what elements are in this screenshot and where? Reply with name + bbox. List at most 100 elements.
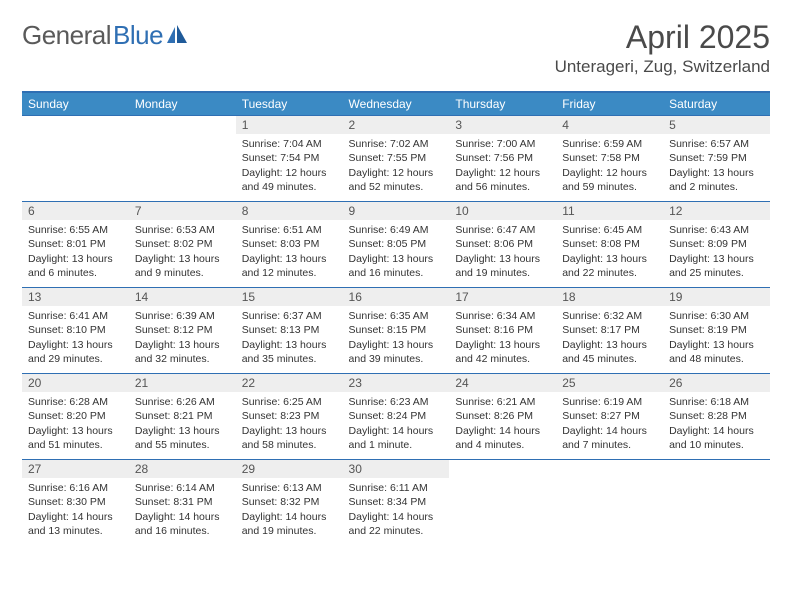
calendar-cell: 15Sunrise: 6:37 AMSunset: 8:13 PMDayligh…	[236, 287, 343, 373]
day-number: 12	[663, 202, 770, 220]
day-number: 17	[449, 288, 556, 306]
logo: GeneralBlue	[22, 20, 189, 51]
page-title: April 2025	[555, 20, 770, 55]
day-details: Sunrise: 7:02 AMSunset: 7:55 PMDaylight:…	[343, 134, 450, 198]
day-number: 27	[22, 460, 129, 478]
day-number: 16	[343, 288, 450, 306]
weekday-header: Wednesday	[343, 92, 450, 115]
location-subtitle: Unterageri, Zug, Switzerland	[555, 57, 770, 77]
calendar-cell: 7Sunrise: 6:53 AMSunset: 8:02 PMDaylight…	[129, 201, 236, 287]
calendar-cell: 11Sunrise: 6:45 AMSunset: 8:08 PMDayligh…	[556, 201, 663, 287]
calendar-cell: ..	[663, 459, 770, 545]
day-details: Sunrise: 6:13 AMSunset: 8:32 PMDaylight:…	[236, 478, 343, 542]
day-details: Sunrise: 6:32 AMSunset: 8:17 PMDaylight:…	[556, 306, 663, 370]
logo-word-1: General	[22, 20, 111, 51]
day-details: Sunrise: 6:34 AMSunset: 8:16 PMDaylight:…	[449, 306, 556, 370]
calendar-row: 27Sunrise: 6:16 AMSunset: 8:30 PMDayligh…	[22, 459, 770, 545]
day-number: 22	[236, 374, 343, 392]
calendar-cell: 28Sunrise: 6:14 AMSunset: 8:31 PMDayligh…	[129, 459, 236, 545]
day-number: 29	[236, 460, 343, 478]
day-number: 23	[343, 374, 450, 392]
day-number: 21	[129, 374, 236, 392]
calendar-cell: 10Sunrise: 6:47 AMSunset: 8:06 PMDayligh…	[449, 201, 556, 287]
calendar-cell: 25Sunrise: 6:19 AMSunset: 8:27 PMDayligh…	[556, 373, 663, 459]
calendar-row: 20Sunrise: 6:28 AMSunset: 8:20 PMDayligh…	[22, 373, 770, 459]
weekday-header-row: SundayMondayTuesdayWednesdayThursdayFrid…	[22, 92, 770, 115]
day-number: 26	[663, 374, 770, 392]
calendar-row: 13Sunrise: 6:41 AMSunset: 8:10 PMDayligh…	[22, 287, 770, 373]
day-number: 19	[663, 288, 770, 306]
calendar-cell: ..	[556, 459, 663, 545]
day-details: Sunrise: 6:49 AMSunset: 8:05 PMDaylight:…	[343, 220, 450, 284]
weekday-header: Sunday	[22, 92, 129, 115]
day-details: Sunrise: 6:14 AMSunset: 8:31 PMDaylight:…	[129, 478, 236, 542]
calendar-cell: 13Sunrise: 6:41 AMSunset: 8:10 PMDayligh…	[22, 287, 129, 373]
calendar-cell: 19Sunrise: 6:30 AMSunset: 8:19 PMDayligh…	[663, 287, 770, 373]
calendar-cell: 1Sunrise: 7:04 AMSunset: 7:54 PMDaylight…	[236, 115, 343, 201]
day-number: 2	[343, 116, 450, 134]
day-number: 15	[236, 288, 343, 306]
calendar-cell: 17Sunrise: 6:34 AMSunset: 8:16 PMDayligh…	[449, 287, 556, 373]
day-details: Sunrise: 6:47 AMSunset: 8:06 PMDaylight:…	[449, 220, 556, 284]
day-number: 13	[22, 288, 129, 306]
day-details: Sunrise: 6:16 AMSunset: 8:30 PMDaylight:…	[22, 478, 129, 542]
day-details: Sunrise: 6:39 AMSunset: 8:12 PMDaylight:…	[129, 306, 236, 370]
day-number: 8	[236, 202, 343, 220]
day-details: Sunrise: 6:11 AMSunset: 8:34 PMDaylight:…	[343, 478, 450, 542]
calendar-cell: 5Sunrise: 6:57 AMSunset: 7:59 PMDaylight…	[663, 115, 770, 201]
weekday-header: Saturday	[663, 92, 770, 115]
day-number: 20	[22, 374, 129, 392]
calendar-cell: 26Sunrise: 6:18 AMSunset: 8:28 PMDayligh…	[663, 373, 770, 459]
day-number: 14	[129, 288, 236, 306]
header: GeneralBlue April 2025 Unterageri, Zug, …	[22, 20, 770, 77]
day-number: 10	[449, 202, 556, 220]
calendar-cell: 14Sunrise: 6:39 AMSunset: 8:12 PMDayligh…	[129, 287, 236, 373]
day-number: 6	[22, 202, 129, 220]
sail-icon	[167, 21, 189, 52]
calendar-cell: ..	[22, 115, 129, 201]
weekday-header: Tuesday	[236, 92, 343, 115]
day-details: Sunrise: 7:04 AMSunset: 7:54 PMDaylight:…	[236, 134, 343, 198]
weekday-header: Friday	[556, 92, 663, 115]
day-details: Sunrise: 6:51 AMSunset: 8:03 PMDaylight:…	[236, 220, 343, 284]
calendar-cell: 12Sunrise: 6:43 AMSunset: 8:09 PMDayligh…	[663, 201, 770, 287]
day-details: Sunrise: 6:28 AMSunset: 8:20 PMDaylight:…	[22, 392, 129, 456]
calendar-cell: 21Sunrise: 6:26 AMSunset: 8:21 PMDayligh…	[129, 373, 236, 459]
calendar-cell: 16Sunrise: 6:35 AMSunset: 8:15 PMDayligh…	[343, 287, 450, 373]
calendar-row: ....1Sunrise: 7:04 AMSunset: 7:54 PMDayl…	[22, 115, 770, 201]
day-details: Sunrise: 6:21 AMSunset: 8:26 PMDaylight:…	[449, 392, 556, 456]
day-number: 24	[449, 374, 556, 392]
day-number: 18	[556, 288, 663, 306]
day-details: Sunrise: 6:41 AMSunset: 8:10 PMDaylight:…	[22, 306, 129, 370]
day-number: 30	[343, 460, 450, 478]
day-details: Sunrise: 6:37 AMSunset: 8:13 PMDaylight:…	[236, 306, 343, 370]
day-number: 9	[343, 202, 450, 220]
calendar-body: .... 1Sunrise: 7:04 AMSunset: 7:54 PMDayl…	[22, 115, 770, 545]
day-number: 25	[556, 374, 663, 392]
calendar-cell: 22Sunrise: 6:25 AMSunset: 8:23 PMDayligh…	[236, 373, 343, 459]
day-number: 4	[556, 116, 663, 134]
calendar-cell: 8Sunrise: 6:51 AMSunset: 8:03 PMDaylight…	[236, 201, 343, 287]
day-details: Sunrise: 6:25 AMSunset: 8:23 PMDaylight:…	[236, 392, 343, 456]
calendar-cell: 18Sunrise: 6:32 AMSunset: 8:17 PMDayligh…	[556, 287, 663, 373]
day-number: 1	[236, 116, 343, 134]
weekday-header: Thursday	[449, 92, 556, 115]
day-details: Sunrise: 6:18 AMSunset: 8:28 PMDaylight:…	[663, 392, 770, 456]
day-details: Sunrise: 6:43 AMSunset: 8:09 PMDaylight:…	[663, 220, 770, 284]
day-details: Sunrise: 6:30 AMSunset: 8:19 PMDaylight:…	[663, 306, 770, 370]
day-details: Sunrise: 6:45 AMSunset: 8:08 PMDaylight:…	[556, 220, 663, 284]
calendar-cell: 24Sunrise: 6:21 AMSunset: 8:26 PMDayligh…	[449, 373, 556, 459]
calendar-cell: 6Sunrise: 6:55 AMSunset: 8:01 PMDaylight…	[22, 201, 129, 287]
calendar-cell: 4Sunrise: 6:59 AMSunset: 7:58 PMDaylight…	[556, 115, 663, 201]
calendar-cell: 3Sunrise: 7:00 AMSunset: 7:56 PMDaylight…	[449, 115, 556, 201]
day-details: Sunrise: 6:57 AMSunset: 7:59 PMDaylight:…	[663, 134, 770, 198]
calendar-cell: 27Sunrise: 6:16 AMSunset: 8:30 PMDayligh…	[22, 459, 129, 545]
day-details: Sunrise: 6:59 AMSunset: 7:58 PMDaylight:…	[556, 134, 663, 198]
calendar-cell: 20Sunrise: 6:28 AMSunset: 8:20 PMDayligh…	[22, 373, 129, 459]
day-details: Sunrise: 6:55 AMSunset: 8:01 PMDaylight:…	[22, 220, 129, 284]
day-details: Sunrise: 7:00 AMSunset: 7:56 PMDaylight:…	[449, 134, 556, 198]
calendar-cell: ..	[449, 459, 556, 545]
calendar-cell: 2Sunrise: 7:02 AMSunset: 7:55 PMDaylight…	[343, 115, 450, 201]
day-number: 3	[449, 116, 556, 134]
day-number: 28	[129, 460, 236, 478]
